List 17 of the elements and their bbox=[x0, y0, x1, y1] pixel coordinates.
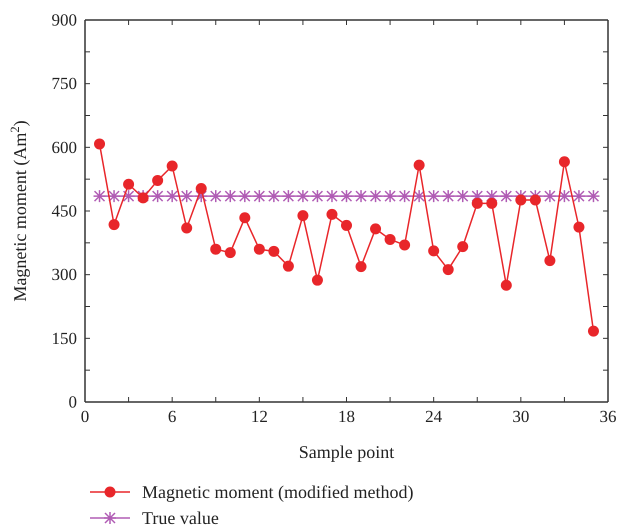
x-tick-label: 6 bbox=[168, 407, 176, 426]
y-tick-label: 150 bbox=[52, 328, 77, 348]
y-tick-label: 0 bbox=[68, 392, 77, 412]
x-tick-label: 36 bbox=[600, 407, 616, 426]
x-tick-label: 30 bbox=[512, 407, 530, 426]
legend-label: True value bbox=[142, 508, 219, 528]
y-tick-label: 300 bbox=[52, 265, 77, 284]
legend-label: Magnetic moment (modified method) bbox=[142, 482, 414, 502]
x-tick-label: 0 bbox=[80, 407, 90, 426]
y-tick-label: 600 bbox=[52, 138, 77, 157]
x-axis-title: Sample point bbox=[298, 442, 394, 462]
y-tick-label: 900 bbox=[52, 10, 77, 30]
y-tick-label: 450 bbox=[52, 201, 77, 220]
x-tick-label: 18 bbox=[338, 407, 355, 426]
x-tick-label: 12 bbox=[250, 407, 268, 426]
x-tick-label: 24 bbox=[425, 407, 443, 426]
y-tick-label: 750 bbox=[52, 74, 77, 94]
